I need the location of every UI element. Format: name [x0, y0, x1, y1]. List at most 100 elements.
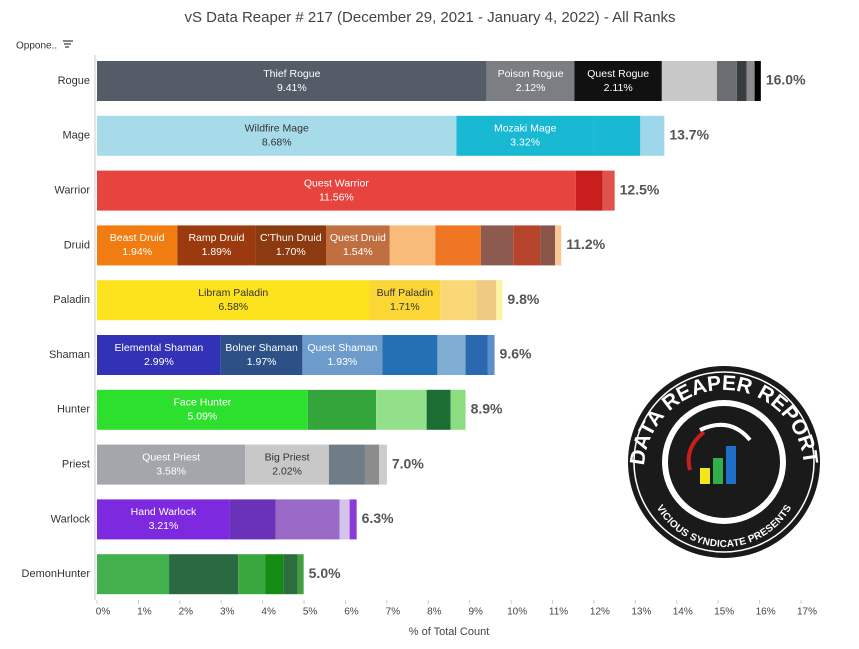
x-tick-label: 15%: [714, 607, 734, 618]
x-tick-label: 16%: [756, 607, 776, 618]
bar-segment: [426, 389, 451, 430]
bar-segment: [440, 280, 477, 321]
total-label: 11.2%: [566, 236, 605, 252]
bar-segment: [376, 389, 427, 430]
bar-segment: [177, 225, 256, 266]
segment-value: 3.32%: [510, 137, 540, 149]
segment-value: 2.02%: [272, 465, 302, 477]
segment-value: 9.41%: [277, 82, 307, 94]
total-label: 7.0%: [392, 455, 424, 471]
bar-segment: [496, 280, 503, 321]
total-label: 13.7%: [669, 127, 709, 143]
segment-value: 2.11%: [604, 82, 633, 94]
segment-value: 2.12%: [516, 82, 546, 94]
x-tick-label: 12%: [590, 607, 610, 618]
bar-segment: [661, 61, 717, 101]
total-label: 5.0%: [309, 565, 341, 581]
bar-segment: [326, 225, 390, 266]
bar-segment: [575, 170, 603, 211]
bar-segment: [437, 335, 466, 375]
bar-segment: [297, 554, 304, 595]
bar-segment: [513, 225, 541, 266]
x-tick-label: 5%: [303, 607, 318, 618]
segment-value: 5.09%: [188, 411, 218, 423]
x-tick-label: 10%: [507, 607, 527, 618]
segment-name: Elemental Shaman: [115, 342, 204, 354]
segment-value: 1.89%: [202, 246, 232, 258]
bar-segment: [640, 115, 665, 156]
bar-segment: [736, 61, 747, 101]
bar-segment: [364, 444, 380, 485]
bar-segment: [97, 170, 576, 211]
segment-name: Quest Shaman: [307, 342, 377, 354]
segment-name: Poison Rogue: [498, 68, 564, 80]
bar-segment: [97, 499, 230, 540]
bar-segment: [97, 225, 178, 266]
x-tick-label: 14%: [673, 607, 693, 618]
bar-segment: [245, 444, 329, 485]
category-label: Shaman: [49, 349, 90, 361]
x-tick-label: 17%: [797, 607, 817, 618]
segment-value: 3.21%: [149, 520, 179, 532]
segment-value: 1.94%: [122, 246, 152, 258]
segment-name: Buff Paladin: [377, 287, 434, 299]
filter-icon[interactable]: [63, 40, 73, 48]
segment-value: 1.70%: [276, 246, 306, 258]
bar-segment: [328, 444, 365, 485]
x-tick-label: 9%: [468, 607, 483, 618]
bar-segment: [97, 115, 457, 156]
total-label: 8.9%: [471, 401, 503, 417]
filter-label[interactable]: Oppone..: [16, 41, 57, 52]
bar-segment: [369, 280, 441, 321]
bar-segment: [307, 389, 377, 430]
bar-segment: [275, 499, 340, 540]
segment-name: Quest Priest: [142, 451, 200, 463]
category-label: Hunter: [57, 404, 90, 416]
segment-name: Hand Warlock: [131, 506, 197, 518]
bar-segment: [255, 225, 327, 266]
bar-segment: [555, 225, 562, 266]
bar-segment: [574, 61, 662, 101]
category-label: Mage: [62, 130, 90, 142]
segment-value: 1.71%: [390, 301, 420, 313]
category-label: Druid: [64, 239, 90, 251]
x-tick-label: 11%: [549, 607, 568, 618]
category-label: Warlock: [51, 513, 91, 525]
segment-name: Quest Warrior: [304, 177, 369, 189]
x-tick-label: 6%: [344, 607, 359, 618]
bar-segment: [480, 225, 514, 266]
segment-name: Libram Paladin: [198, 287, 268, 299]
bar-segment: [97, 554, 170, 595]
segment-value: 3.58%: [156, 465, 186, 477]
x-tick-label: 0%: [96, 607, 111, 618]
bar-segment: [450, 389, 466, 430]
x-tick-label: 2%: [179, 607, 194, 618]
segment-value: 6.58%: [218, 301, 248, 313]
bar-segment: [302, 335, 383, 375]
category-label: Priest: [62, 459, 90, 471]
segment-name: Big Priest: [265, 451, 310, 463]
bar-segment: [97, 335, 221, 375]
category-label: Rogue: [58, 75, 90, 87]
x-tick-label: 13%: [631, 607, 651, 618]
x-tick-label: 4%: [261, 607, 276, 618]
x-tick-label: 3%: [220, 607, 235, 618]
segment-name: Quest Druid: [330, 232, 386, 244]
bar-segment: [754, 61, 761, 101]
segment-name: Thief Rogue: [263, 68, 320, 80]
segment-name: C'Thun Druid: [260, 232, 322, 244]
bar-segment: [97, 389, 308, 430]
segment-value: 8.68%: [262, 137, 292, 149]
bar-segment: [435, 225, 481, 266]
bar-segment: [540, 225, 556, 266]
x-axis-label: % of Total Count: [409, 626, 490, 638]
bar-segment: [97, 444, 246, 485]
total-label: 12.5%: [620, 181, 660, 197]
x-tick-label: 8%: [427, 607, 442, 618]
bar-segment: [486, 61, 575, 101]
bar-segment: [746, 61, 755, 101]
bar-segment: [389, 225, 436, 266]
total-label: 16.0%: [766, 72, 806, 88]
bar-segment: [487, 335, 495, 375]
